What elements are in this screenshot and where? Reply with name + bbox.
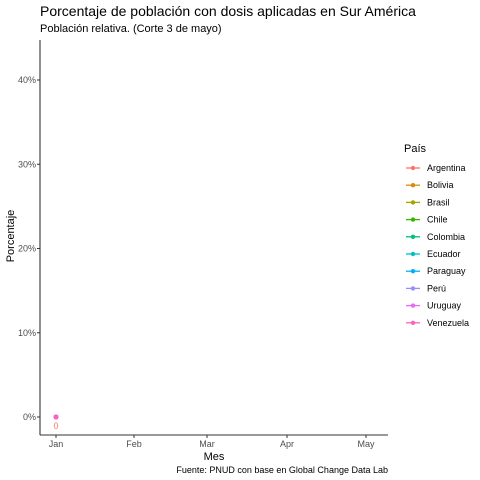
data-marks: 0: [53, 414, 59, 431]
data-label-argentina: 0: [53, 421, 58, 431]
x-axis-ticks: Jan Feb Mar Apr May: [49, 435, 375, 449]
legend-key-point: [410, 320, 416, 325]
legend-item-venezuela: Venezuela: [406, 318, 469, 328]
legend-key-point: [410, 269, 416, 274]
legend-label: Bolivia: [427, 180, 454, 190]
legend-item-colombia: Colombia: [406, 232, 465, 242]
x-tick-label: Feb: [126, 439, 142, 449]
legend-item-argentina: Argentina: [406, 163, 466, 173]
legend-key-point: [410, 286, 416, 291]
legend-key-point: [410, 200, 416, 205]
legend-label: Brasil: [427, 197, 450, 207]
legend-item-paraguay: Paraguay: [406, 266, 466, 276]
chart-caption: Fuente: PNUD con base en Global Change D…: [176, 465, 388, 475]
legend-key-point: [410, 303, 416, 308]
legend-item-peru: Perú: [406, 283, 446, 293]
x-axis-title: Mes: [204, 451, 225, 463]
legend-item-ecuador: Ecuador: [406, 249, 461, 259]
legend-label: Uruguay: [427, 301, 462, 311]
x-tick-label: Jan: [49, 439, 64, 449]
y-axis-ticks: 0% 10% 20% 30% 40%: [18, 75, 40, 422]
y-tick-label: 10%: [18, 328, 36, 338]
legend-title: País: [404, 143, 427, 155]
chart-subtitle: Población relativa. (Corte 3 de mayo): [40, 23, 222, 35]
x-tick-label: Mar: [199, 439, 215, 449]
legend-label: Venezuela: [427, 318, 469, 328]
y-axis-title: Porcentaje: [5, 210, 17, 263]
y-tick-label: 30%: [18, 159, 36, 169]
legend-item-uruguay: Uruguay: [406, 301, 462, 311]
legend: País Argentina Bolivia Brasil Chile Colombia…: [404, 143, 469, 328]
legend-item-brasil: Brasil: [406, 197, 450, 207]
legend-label: Ecuador: [427, 249, 461, 259]
legend-item-chile: Chile: [406, 215, 448, 225]
legend-key-point: [410, 165, 416, 171]
chart-title: Porcentaje de población con dosis aplica…: [40, 3, 416, 19]
legend-label: Perú: [427, 283, 446, 293]
data-point-venezuela: [53, 414, 59, 420]
legend-item-bolivia: Bolivia: [406, 180, 454, 190]
legend-label: Argentina: [427, 163, 466, 173]
y-tick-label: 20%: [18, 244, 36, 254]
y-tick-label: 40%: [18, 75, 36, 85]
legend-key-point: [410, 183, 416, 188]
legend-label: Chile: [427, 215, 448, 225]
legend-items: Argentina Bolivia Brasil Chile Colombia Ecuad…: [406, 163, 469, 328]
legend-key-point: [410, 251, 416, 257]
legend-key-point: [410, 217, 416, 222]
legend-key-point: [410, 234, 416, 239]
x-tick-label: May: [357, 439, 375, 449]
x-tick-label: Apr: [280, 439, 294, 449]
legend-label: Colombia: [427, 232, 465, 242]
y-tick-label: 0%: [23, 412, 36, 422]
legend-label: Paraguay: [427, 266, 466, 276]
